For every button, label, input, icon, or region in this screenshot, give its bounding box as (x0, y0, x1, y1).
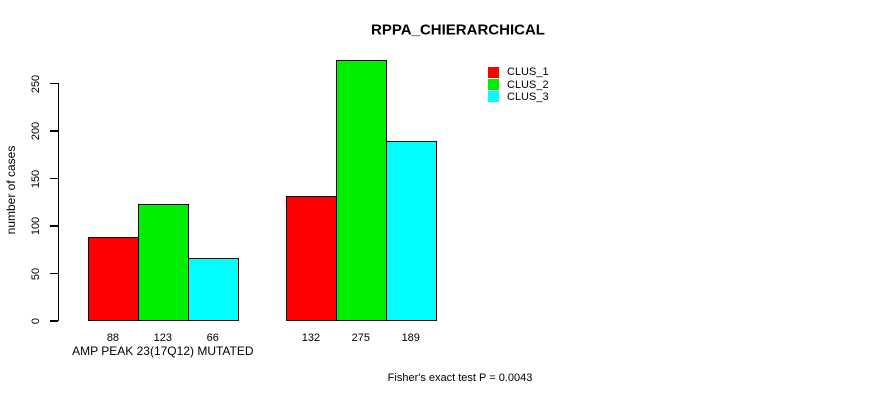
bar-clus_1-group-1 (88, 237, 139, 321)
legend-swatch-clus_2 (488, 79, 499, 91)
bar-clus_1-group-2 (286, 195, 337, 321)
y-tick-mark (50, 82, 58, 85)
y-axis-line (58, 83, 60, 321)
y-tick-mark (50, 225, 58, 227)
legend-label: CLUS_1 (507, 66, 549, 79)
y-tick-label: 0 (30, 317, 42, 325)
y-tick-label: 200 (30, 121, 42, 141)
bar-value-label: 189 (401, 332, 420, 344)
legend: CLUS_1 CLUS_2 CLUS_3 (488, 66, 549, 103)
bar-value-label: 132 (301, 332, 321, 344)
y-axis-title: number of cases (4, 145, 18, 235)
legend-label: CLUS_3 (507, 90, 549, 103)
bar-value-label: 88 (106, 332, 120, 344)
y-tick-label: 150 (30, 169, 42, 188)
bar-clus_3-group-2 (385, 141, 437, 321)
chart-title: RPPA_CHIERARCHICAL (371, 21, 545, 39)
fisher-test-annotation: Fisher's exact test P = 0.0043 (387, 372, 533, 384)
bar-value-label: 123 (153, 332, 173, 344)
bar-clus_2-group-1 (137, 204, 189, 321)
legend-item: CLUS_3 (488, 91, 549, 103)
legend-item: CLUS_1 (488, 66, 549, 78)
legend-swatch-clus_1 (488, 66, 499, 78)
y-tick-label: 250 (30, 74, 42, 93)
legend-item: CLUS_2 (488, 78, 549, 91)
bar-clus_2-group-2 (335, 59, 387, 321)
legend-swatch-clus_3 (488, 91, 499, 103)
y-tick-mark (50, 272, 58, 275)
legend-label: CLUS_2 (507, 78, 549, 91)
bar-value-label: 275 (351, 332, 371, 344)
y-tick-mark (50, 320, 58, 322)
bar-value-label: 66 (206, 332, 219, 344)
x-group-label: AMP PEAK 23(17Q12) MUTATED (72, 344, 254, 358)
y-tick-label: 100 (30, 216, 42, 236)
y-tick-mark (50, 177, 58, 180)
bar-clus_3-group-1 (187, 258, 239, 321)
y-tick-label: 50 (30, 267, 42, 280)
y-tick-mark (50, 130, 58, 132)
